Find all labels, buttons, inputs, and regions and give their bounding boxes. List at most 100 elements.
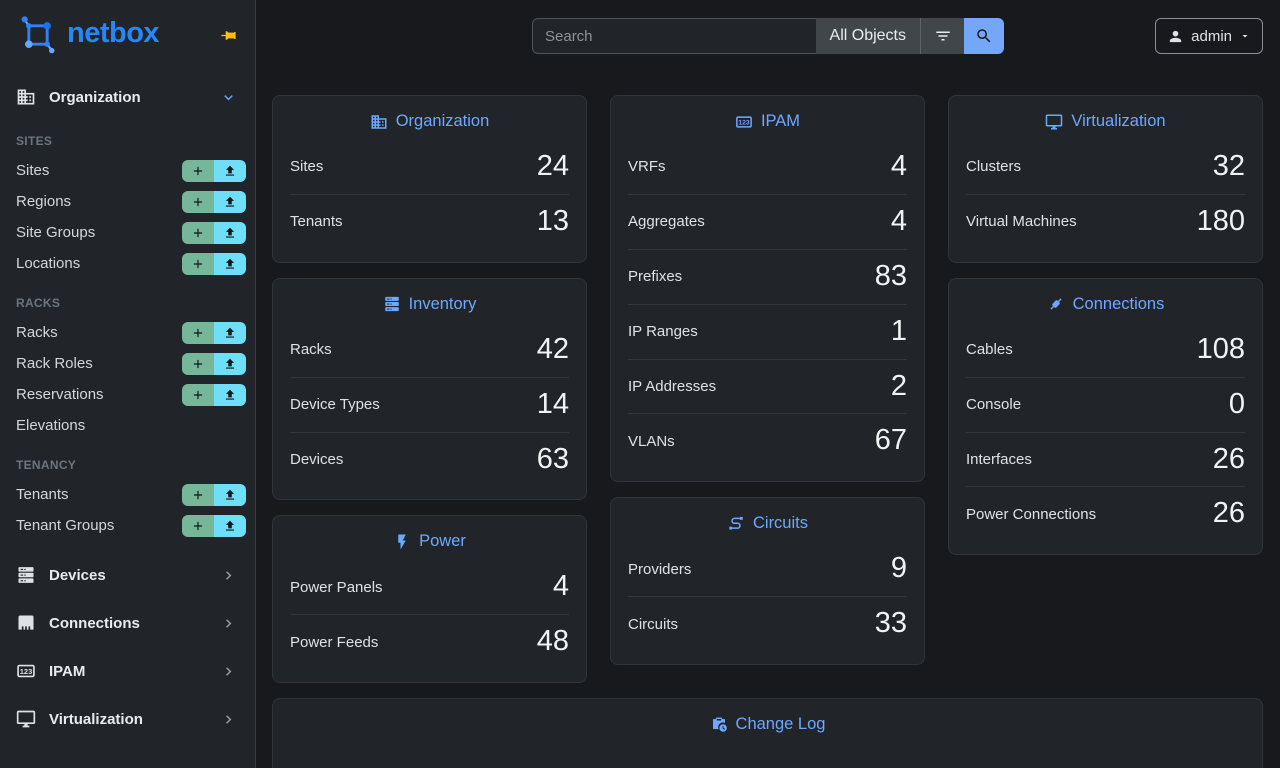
- stat-label[interactable]: Power Panels: [290, 578, 383, 596]
- stat-label[interactable]: Clusters: [966, 158, 1022, 176]
- import-button[interactable]: [214, 221, 246, 244]
- stat-label[interactable]: Prefixes: [628, 268, 683, 286]
- import-button[interactable]: [214, 159, 246, 182]
- stat-label[interactable]: Console: [966, 396, 1022, 414]
- stat-label[interactable]: Virtual Machines: [966, 213, 1077, 231]
- search-button[interactable]: [964, 18, 1004, 54]
- sidebar-item-rack-roles[interactable]: Rack Roles: [0, 348, 255, 379]
- list-item[interactable]: Clusters 32: [949, 140, 1262, 194]
- stat-label[interactable]: Providers: [628, 560, 692, 578]
- sidebar-group-devices[interactable]: Devices: [0, 551, 255, 599]
- stat-label[interactable]: Tenants: [290, 213, 343, 231]
- sidebar-pin-button[interactable]: [220, 27, 237, 44]
- stat-label[interactable]: Power Connections: [966, 505, 1097, 523]
- import-button[interactable]: [214, 514, 246, 537]
- sidebar-item-tenants[interactable]: Tenants: [0, 479, 255, 510]
- add-button[interactable]: [182, 221, 214, 244]
- sidebar-item-label[interactable]: Sites: [16, 162, 50, 179]
- add-button[interactable]: [182, 159, 214, 182]
- search-scope-button[interactable]: All Objects: [815, 18, 920, 54]
- stat-label[interactable]: Racks: [290, 341, 332, 359]
- netbox-logo[interactable]: netbox: [16, 13, 160, 57]
- stat-label[interactable]: Aggregates: [628, 213, 705, 231]
- ipam-card: IPAM VRFs 4 Aggregates 4 Prefixes 83: [610, 95, 925, 483]
- sidebar-group-virtualization[interactable]: Virtualization: [0, 695, 255, 743]
- sidebar-group-connections[interactable]: Connections: [0, 599, 255, 647]
- add-button[interactable]: [182, 252, 214, 275]
- sidebar-item-racks[interactable]: Racks: [0, 317, 255, 348]
- list-item[interactable]: Tenants 13: [273, 195, 586, 249]
- sidebar-group-organization[interactable]: Organization: [0, 77, 255, 117]
- changelog-card: Change Log: [272, 698, 1263, 768]
- import-button[interactable]: [214, 483, 246, 506]
- list-item[interactable]: Power Panels 4: [273, 560, 586, 614]
- list-item[interactable]: Interfaces 26: [949, 433, 1262, 487]
- sidebar-item-tenant-groups[interactable]: Tenant Groups: [0, 510, 255, 541]
- stat-label[interactable]: VRFs: [628, 158, 666, 176]
- sidebar-item-label[interactable]: Elevations: [16, 417, 86, 434]
- list-item[interactable]: Aggregates 4: [611, 195, 924, 249]
- sidebar-item-site-groups[interactable]: Site Groups: [0, 217, 255, 248]
- chevron-right-icon: [226, 618, 232, 628]
- import-button[interactable]: [214, 252, 246, 275]
- list-item[interactable]: VLANs 67: [611, 414, 924, 468]
- sidebar-item-locations[interactable]: Locations: [0, 248, 255, 279]
- add-button[interactable]: [182, 190, 214, 213]
- stat-label[interactable]: Sites: [290, 158, 324, 176]
- stat-value: 9: [890, 552, 907, 585]
- list-item[interactable]: Cables 108: [949, 323, 1262, 377]
- account-menu-button[interactable]: admin: [1155, 18, 1263, 54]
- stat-value: 32: [1212, 150, 1245, 182]
- list-item[interactable]: IP Ranges 1: [611, 305, 924, 359]
- list-item[interactable]: Power Feeds 48: [273, 615, 586, 669]
- sidebar-item-label[interactable]: Tenants: [16, 486, 69, 503]
- list-item[interactable]: Device Types 14: [273, 378, 586, 432]
- sidebar-item-label[interactable]: Reservations: [16, 386, 104, 403]
- list-item[interactable]: Console 0: [949, 378, 1262, 432]
- divider: [290, 431, 569, 433]
- list-item[interactable]: Power Connections 26: [949, 487, 1262, 541]
- list-item[interactable]: Providers 9: [611, 542, 924, 596]
- add-button[interactable]: [182, 514, 214, 537]
- stat-label[interactable]: Devices: [290, 451, 344, 468]
- filter-button[interactable]: [920, 18, 964, 54]
- import-button[interactable]: [214, 383, 246, 406]
- sidebar-item-sites[interactable]: Sites: [0, 155, 255, 186]
- sidebar-item-elevations[interactable]: Elevations: [0, 410, 255, 441]
- list-item[interactable]: Circuits 33: [611, 597, 924, 651]
- sidebar-item-reservations[interactable]: Reservations: [0, 379, 255, 410]
- list-item[interactable]: VRFs 4: [611, 140, 924, 194]
- add-button[interactable]: [182, 383, 214, 406]
- list-item[interactable]: Racks 42: [273, 323, 586, 377]
- list-item[interactable]: IP Addresses 2: [611, 360, 924, 414]
- add-button[interactable]: [182, 483, 214, 506]
- stat-label[interactable]: IP Addresses: [628, 378, 717, 395]
- sidebar-item-label[interactable]: Site Groups: [16, 224, 96, 241]
- add-button[interactable]: [182, 321, 214, 344]
- sidebar-item-label[interactable]: Locations: [16, 255, 81, 272]
- list-item[interactable]: Prefixes 83: [611, 250, 924, 304]
- sidebar-item-label[interactable]: Racks: [16, 324, 58, 341]
- sidebar-item-label[interactable]: Rack Roles: [16, 355, 93, 372]
- add-button[interactable]: [182, 352, 214, 375]
- import-button[interactable]: [214, 190, 246, 213]
- stat-label[interactable]: Cables: [966, 341, 1013, 359]
- import-button[interactable]: [214, 321, 246, 344]
- list-item[interactable]: Virtual Machines 180: [949, 195, 1262, 249]
- stat-label[interactable]: Circuits: [628, 615, 679, 633]
- sidebar-item-label[interactable]: Regions: [16, 193, 72, 210]
- stat-label[interactable]: Power Feeds: [290, 633, 379, 651]
- stat-label[interactable]: VLANs: [628, 432, 675, 450]
- list-item[interactable]: Devices 63: [273, 433, 586, 487]
- list-item[interactable]: Sites 24: [273, 140, 586, 194]
- sidebar-item-label[interactable]: Tenant Groups: [16, 517, 115, 534]
- stat-label[interactable]: Interfaces: [966, 451, 1032, 468]
- stat-label[interactable]: Device Types: [290, 396, 380, 414]
- filter-icon: [935, 31, 950, 41]
- stat-label[interactable]: IP Ranges: [628, 323, 698, 341]
- sidebar-group-ipam[interactable]: IPAM: [0, 647, 255, 695]
- card-title: Change Log: [735, 715, 826, 734]
- import-button[interactable]: [214, 352, 246, 375]
- sidebar-item-regions[interactable]: Regions: [0, 186, 255, 217]
- search-input[interactable]: [532, 18, 816, 54]
